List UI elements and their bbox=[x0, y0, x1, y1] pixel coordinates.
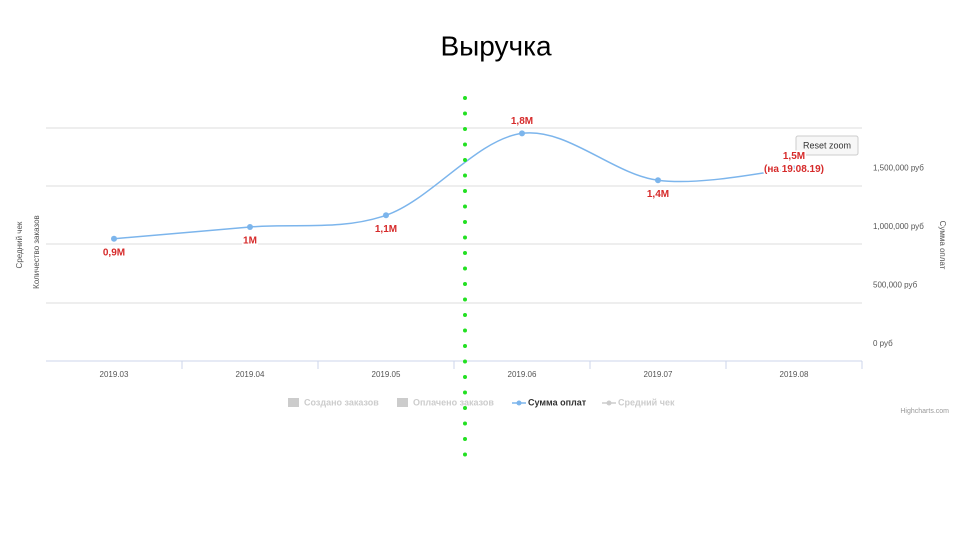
point bbox=[383, 212, 389, 219]
data-label: 1,4M bbox=[647, 189, 669, 200]
y2-tick-label: 1,500,000 руб bbox=[873, 164, 924, 173]
grid bbox=[46, 127, 862, 362]
button-frame[interactable] bbox=[795, 135, 859, 156]
x-tick-label: 2019.04 bbox=[236, 370, 265, 379]
legend-symbol[interactable] bbox=[288, 398, 299, 407]
reset-zoom-button[interactable]: Reset zoom bbox=[795, 135, 859, 156]
point bbox=[519, 130, 525, 137]
legend-symbol[interactable] bbox=[516, 400, 522, 406]
y-axis-title: Средний чек bbox=[15, 221, 24, 268]
annotation: (на 19.08.19) bbox=[764, 164, 824, 175]
y-axis-title: Количество заказов bbox=[32, 215, 41, 289]
point bbox=[111, 235, 117, 242]
x-tick-label: 2019.05 bbox=[372, 370, 401, 379]
data-label: 0,9M bbox=[103, 247, 125, 258]
legend-label[interactable]: Создано заказов bbox=[304, 397, 379, 407]
credits[interactable]: Highcharts.com bbox=[900, 408, 949, 415]
y2-tick-label: 1,000,000 руб bbox=[873, 222, 924, 231]
x-tick-label: 2019.07 bbox=[644, 370, 673, 379]
data-label: 1,5M bbox=[783, 151, 805, 162]
y2-axis-title: Сумма оплат bbox=[938, 221, 947, 270]
data-label: 1M bbox=[243, 236, 257, 247]
chart-title: Выручка bbox=[440, 30, 552, 61]
x-tick-label: 2019.06 bbox=[508, 370, 537, 379]
legend-label[interactable]: Оплачено заказов bbox=[413, 397, 494, 407]
data-label: 1,8M bbox=[511, 116, 533, 127]
legend-label[interactable]: Средний чек bbox=[618, 397, 675, 407]
legend-label[interactable]: Сумма оплат bbox=[528, 397, 587, 407]
point bbox=[791, 165, 797, 172]
series-line bbox=[113, 132, 795, 240]
y2-tick-label: 0 руб bbox=[873, 339, 893, 348]
x-tick-label: 2019.03 bbox=[100, 370, 129, 379]
legend-symbol[interactable] bbox=[397, 398, 408, 407]
button-label[interactable]: Reset zoom bbox=[803, 140, 851, 150]
y2-tick-label: 500,000 руб bbox=[873, 281, 918, 290]
x-tick-label: 2019.08 bbox=[780, 370, 809, 379]
point bbox=[247, 224, 253, 231]
legend-symbol[interactable] bbox=[606, 400, 612, 406]
data-label: 1,1M bbox=[375, 224, 397, 235]
point bbox=[655, 177, 661, 184]
